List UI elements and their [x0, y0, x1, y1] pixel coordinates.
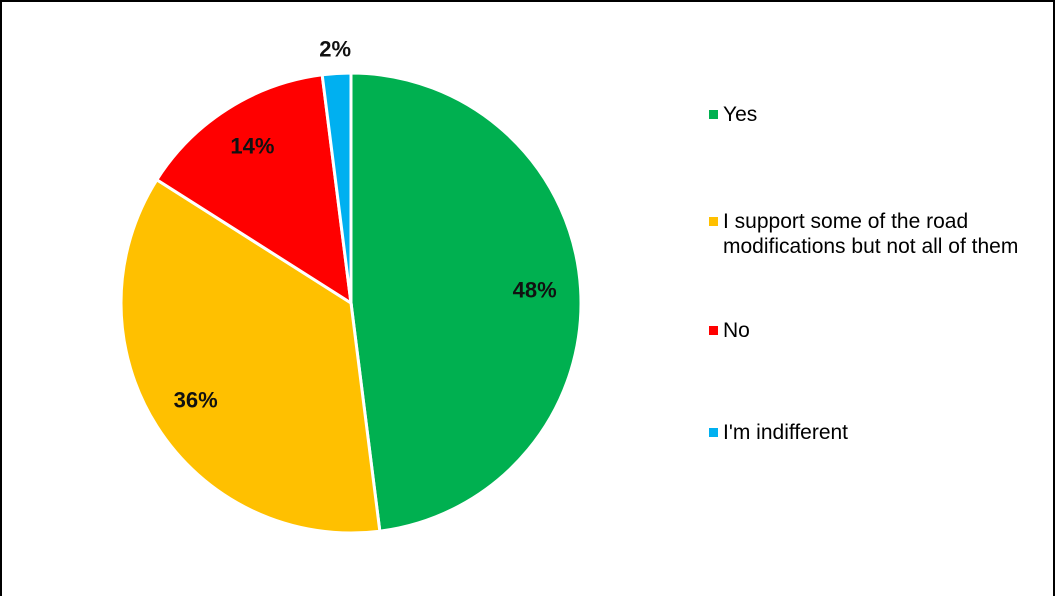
data-label-0: 48% — [513, 277, 557, 302]
legend-swatch-partial-support — [709, 217, 718, 226]
pie-slice-0 — [349, 71, 583, 533]
pie-slice-2 — [154, 73, 353, 306]
legend-label-indifferent: I'm indifferent — [723, 421, 849, 444]
legend-label-partial-support: I support some of the road modifications… — [723, 210, 1019, 258]
legend-swatch-indifferent — [709, 428, 718, 437]
legend-swatch-yes — [709, 110, 718, 119]
pie-chart: 48% 36% 14% 2% — [119, 36, 583, 535]
data-label-2: 14% — [230, 133, 274, 158]
data-label-3: 2% — [319, 36, 351, 61]
pie-slice-3 — [320, 71, 353, 304]
legend-item-no: No — [709, 318, 750, 343]
legend-label-no: No — [723, 319, 750, 342]
pie-slice-1 — [119, 177, 382, 535]
data-label-1: 36% — [174, 387, 218, 412]
legend-item-indifferent: I'm indifferent — [709, 420, 848, 445]
legend-item-yes: Yes — [709, 102, 757, 127]
legend-swatch-no — [709, 326, 718, 335]
legend-label-yes: Yes — [723, 103, 758, 126]
legend-item-partial-support: I support some of the road modifications… — [709, 209, 1049, 259]
